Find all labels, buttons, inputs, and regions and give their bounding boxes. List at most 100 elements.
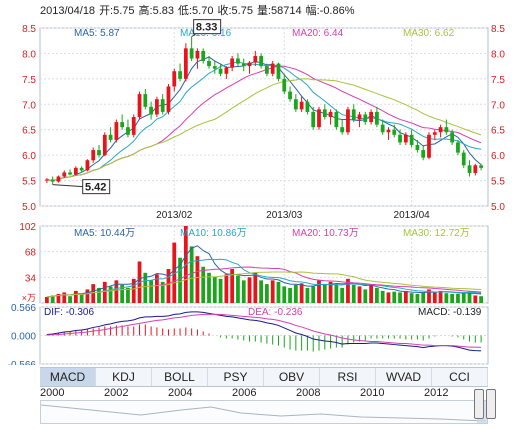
candle-body bbox=[340, 127, 345, 133]
volume-bar bbox=[230, 269, 235, 303]
volume-bar bbox=[293, 284, 298, 303]
candle-body bbox=[207, 61, 211, 67]
volume-bar bbox=[479, 296, 483, 303]
candle-body bbox=[328, 111, 333, 117]
range-handle-right[interactable] bbox=[486, 389, 496, 419]
volume-bar bbox=[363, 289, 368, 303]
volume-bar bbox=[247, 277, 252, 303]
volume-bar bbox=[149, 280, 153, 303]
navigator-year-label: 2002 bbox=[104, 387, 129, 399]
tab-psy[interactable]: PSY bbox=[208, 368, 264, 386]
candle-body bbox=[265, 66, 269, 74]
candle-body bbox=[421, 150, 426, 158]
candle-body bbox=[276, 63, 281, 79]
candle-body bbox=[432, 132, 437, 135]
price-axis-label-right: 5.5 bbox=[491, 177, 505, 188]
price-axis-label-right: 7.0 bbox=[491, 100, 505, 111]
candle-body bbox=[293, 99, 298, 110]
navigator-year-label: 2006 bbox=[232, 387, 257, 399]
volume-bar bbox=[50, 295, 55, 303]
range-handle-left[interactable] bbox=[474, 389, 484, 419]
volume-bar bbox=[317, 280, 321, 303]
volume-bar bbox=[131, 278, 136, 303]
volume-bar bbox=[375, 287, 379, 303]
quote-low: 低:5.70 bbox=[178, 5, 214, 17]
volume-bar bbox=[236, 275, 240, 303]
price-axis-label-right: 5.0 bbox=[491, 202, 505, 213]
volume-bar bbox=[398, 292, 402, 303]
volume-bar bbox=[143, 272, 148, 303]
price-panel-frame bbox=[39, 27, 489, 207]
volume-bar bbox=[207, 272, 211, 303]
navigator-year-label: 2010 bbox=[360, 387, 385, 399]
candle-body bbox=[369, 111, 373, 123]
macd-axis-label: 0.000 bbox=[11, 332, 36, 343]
tab-macd[interactable]: MACD bbox=[40, 368, 96, 386]
candle-body bbox=[224, 67, 229, 74]
price-axis-label-left: 5.0 bbox=[22, 202, 36, 213]
volume-legend-ma30: MA30: 12.72万 bbox=[403, 228, 470, 239]
low-annotation-pointer bbox=[52, 184, 83, 188]
indicator-tabs: MACD KDJ BOLL PSY OBV RSI WVAD CCI bbox=[40, 367, 488, 387]
volume-bar bbox=[386, 292, 391, 303]
tab-obv[interactable]: OBV bbox=[264, 368, 320, 386]
volume-bar bbox=[369, 284, 373, 303]
volume-ma10-line bbox=[46, 258, 482, 298]
stock-chart[interactable]: 8.5 8.5 8.0 8.0 7.5 7.5 7.0 7.0 6.5 6.5 6.0 6.0 5.5 5… bbox=[0, 0, 517, 365]
candle-body bbox=[56, 176, 61, 182]
volume-bar bbox=[102, 281, 107, 303]
candle-body bbox=[461, 152, 466, 166]
volume-bar bbox=[178, 257, 182, 303]
candle-body bbox=[137, 94, 142, 117]
candle-body bbox=[322, 109, 327, 117]
candle-body bbox=[357, 114, 362, 120]
candle-body bbox=[473, 165, 478, 173]
volume-legend-ma10: MA10: 10.86万 bbox=[180, 228, 247, 239]
candle-body bbox=[50, 179, 55, 182]
tab-rsi[interactable]: RSI bbox=[320, 368, 376, 386]
candle-body bbox=[479, 165, 483, 168]
candle-body bbox=[282, 78, 287, 92]
price-ma10-line bbox=[46, 61, 482, 182]
price-axis-label-left: 6.0 bbox=[22, 151, 36, 162]
navigator-years: 2000 2002 2004 2006 2008 2010 2012 bbox=[40, 387, 488, 400]
tab-boll[interactable]: BOLL bbox=[152, 368, 208, 386]
candle-body bbox=[120, 122, 125, 128]
candle-body bbox=[288, 91, 292, 100]
candle-body bbox=[317, 109, 321, 128]
price-ma30-line bbox=[46, 78, 482, 182]
candle-body bbox=[253, 55, 258, 63]
candle-body bbox=[427, 134, 431, 158]
candle-body bbox=[247, 62, 252, 67]
candle-body bbox=[299, 101, 304, 110]
volume-bar bbox=[380, 290, 385, 303]
volume-bar bbox=[68, 296, 72, 303]
range-navigator[interactable] bbox=[40, 400, 488, 424]
volume-bar bbox=[56, 293, 61, 303]
volume-bar bbox=[334, 284, 339, 303]
price-ma5-line bbox=[46, 56, 482, 182]
candle-body bbox=[126, 127, 130, 135]
tab-cci[interactable]: CCI bbox=[432, 368, 488, 386]
candle-body bbox=[415, 144, 420, 151]
volume-ma5-line bbox=[46, 245, 482, 298]
volume-bar bbox=[212, 276, 217, 303]
tab-wvad[interactable]: WVAD bbox=[376, 368, 432, 386]
high-annotation-label: 8.33 bbox=[196, 22, 217, 34]
volume-bar bbox=[461, 292, 466, 303]
volume-bar bbox=[270, 280, 275, 303]
candle-body bbox=[241, 63, 246, 67]
volume-bar bbox=[288, 287, 292, 303]
candle-body bbox=[375, 111, 379, 125]
volume-bar bbox=[392, 291, 397, 303]
navigator-year-label: 2008 bbox=[296, 387, 321, 399]
volume-bar bbox=[195, 256, 200, 303]
macd-legend-macd: MACD: -0.139 bbox=[418, 307, 482, 318]
price-axis-label-right: 8.0 bbox=[491, 49, 505, 60]
candle-body bbox=[102, 134, 107, 156]
candle-body bbox=[230, 58, 235, 68]
candle-body bbox=[386, 129, 391, 133]
tab-kdj[interactable]: KDJ bbox=[96, 368, 152, 386]
volume-bar bbox=[155, 274, 159, 303]
quote-change: 幅:-0.86% bbox=[305, 5, 355, 17]
